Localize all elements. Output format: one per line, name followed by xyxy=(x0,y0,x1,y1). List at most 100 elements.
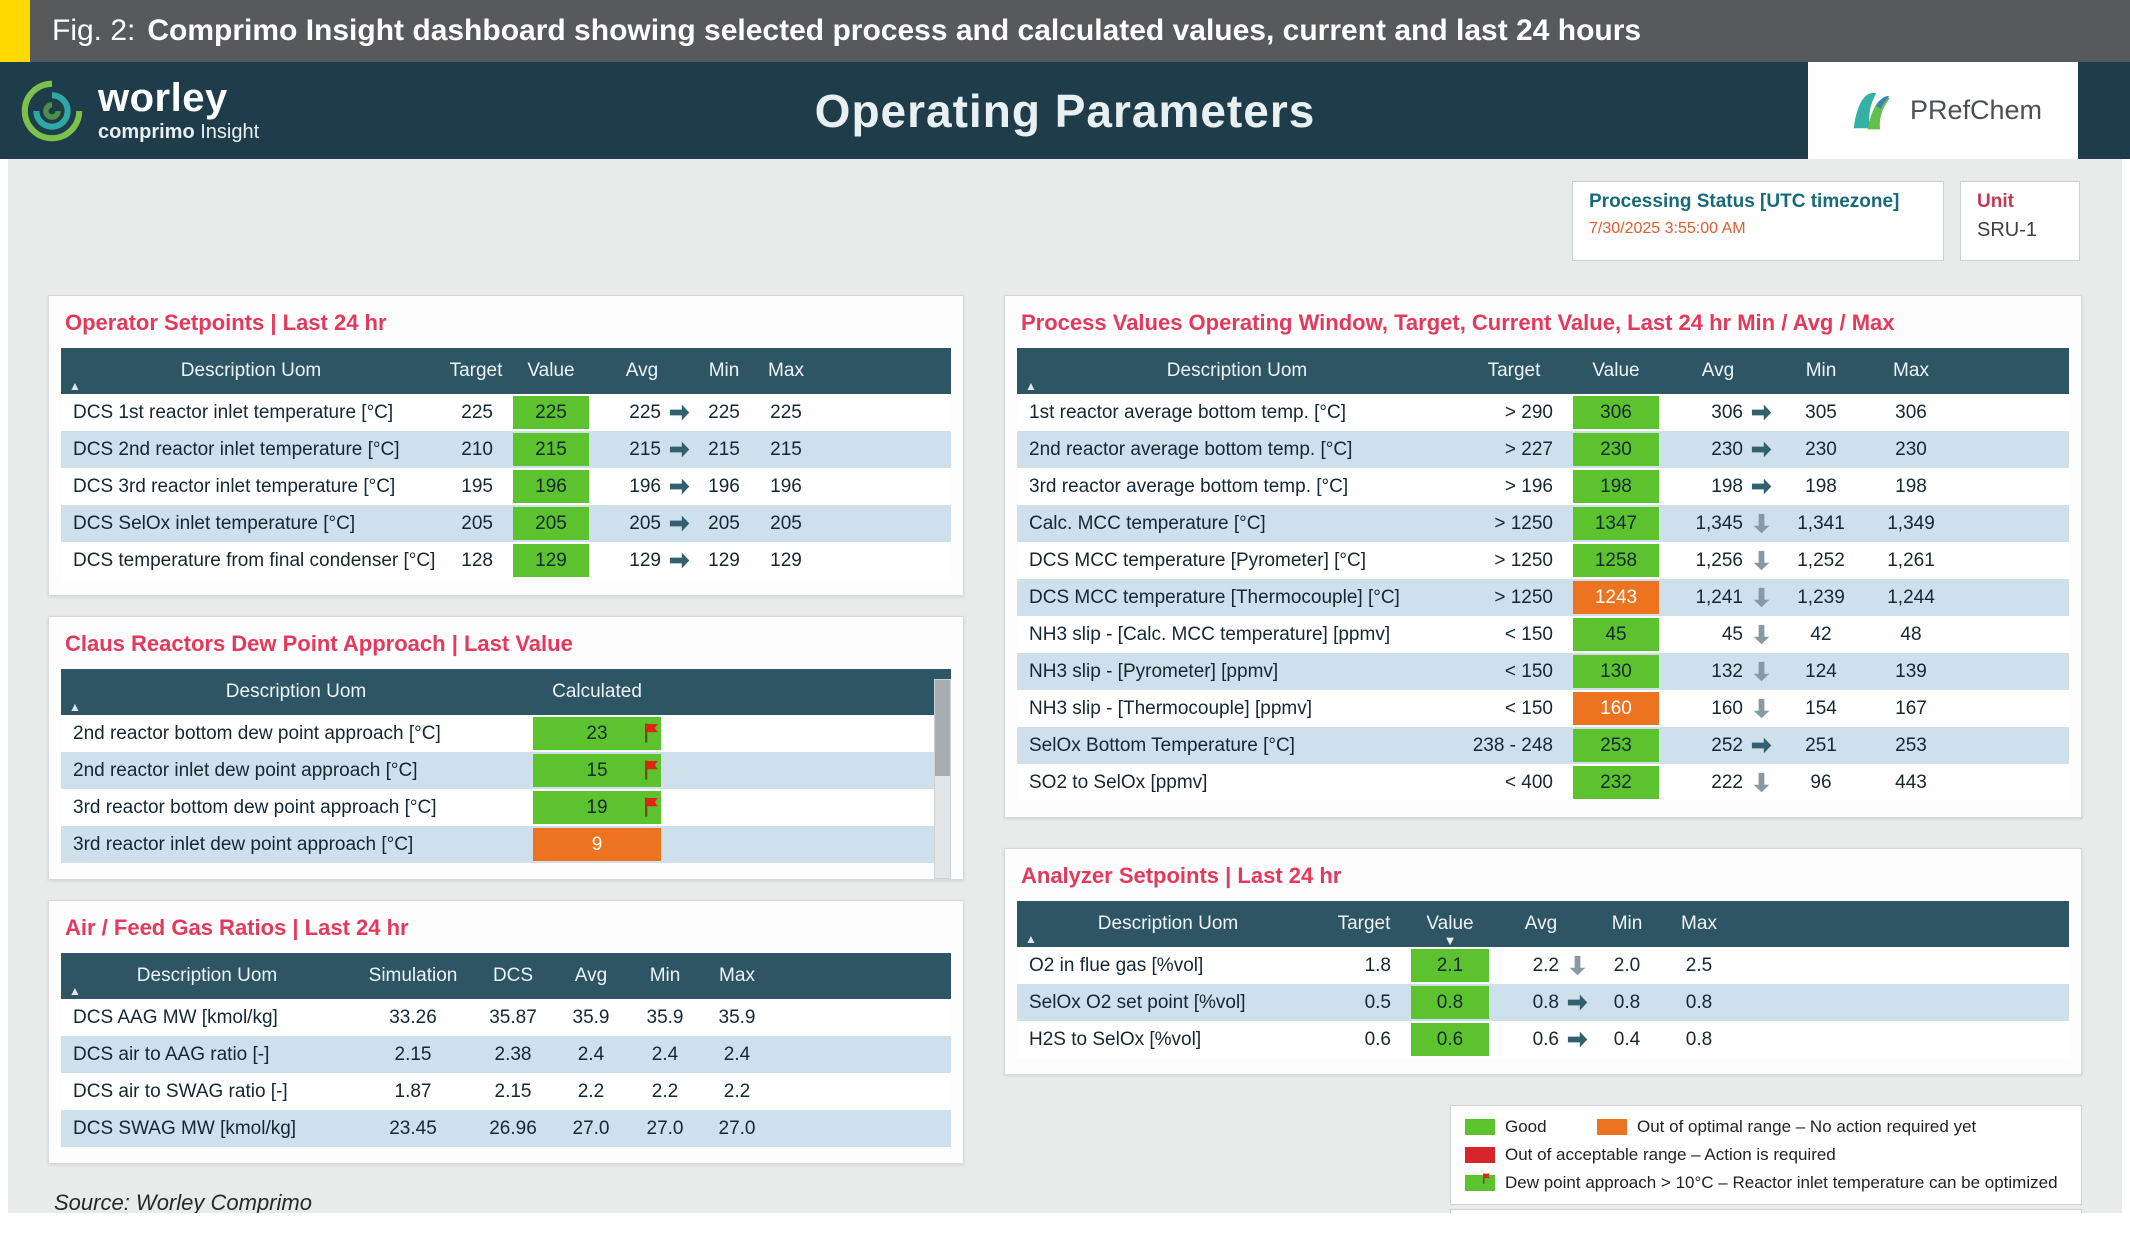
process-values-table: Description Uom ▲ Target Value Avg Min Max 1st… xyxy=(1017,348,2069,801)
table-row[interactable]: DCS SWAG MW [kmol/kg] 23.45 26.96 27.0 27.0 2… xyxy=(61,1110,951,1147)
column-header-label: Description Uom xyxy=(225,681,367,702)
min-value: 0.8 xyxy=(1613,991,1641,1013)
column-header-description-uom[interactable]: Description Uom ▲ xyxy=(61,669,531,715)
min-value: 35.9 xyxy=(646,1006,684,1028)
column-header-target[interactable]: Target xyxy=(441,348,511,394)
column-header-avg[interactable]: Avg xyxy=(553,953,629,999)
column-header-description-uom[interactable]: Description Uom ▲ xyxy=(1017,901,1319,947)
column-header-dcs[interactable]: DCS xyxy=(473,953,553,999)
table-row[interactable]: H2S to SelOx [%vol] 0.6 0.6 0.6 0.4 0.8 xyxy=(1017,1021,2069,1058)
min-value: 96 xyxy=(1810,771,1832,793)
column-header-min[interactable]: Min xyxy=(629,953,701,999)
table-row[interactable]: SO2 to SelOx [ppmv] < 400 232 222 96 443 xyxy=(1017,764,2069,801)
column-header-min[interactable]: Min xyxy=(1591,901,1663,947)
column-header-description-uom[interactable]: Description Uom ▲ xyxy=(61,348,441,394)
dcs-value: 2.38 xyxy=(494,1043,532,1065)
row-description: SO2 to SelOx [ppmv] xyxy=(1029,771,1208,793)
avg-cell: 222 xyxy=(1661,764,1775,801)
column-header-min[interactable]: Min xyxy=(693,348,755,394)
table-row[interactable]: DCS air to AAG ratio [-] 2.15 2.38 2.4 2.4 2.… xyxy=(61,1036,951,1073)
table-row[interactable]: DCS AAG MW [kmol/kg] 33.26 35.87 35.9 35.9 35… xyxy=(61,999,951,1036)
column-header-label: Calculated xyxy=(552,681,642,702)
table-row[interactable]: DCS MCC temperature [Thermocouple] [°C] >… xyxy=(1017,579,2069,616)
column-header-avg[interactable]: Avg xyxy=(1491,901,1591,947)
optimization-flag-icon xyxy=(641,758,665,782)
worley-brand: worley comprimo Insight xyxy=(18,77,259,145)
table-row[interactable]: 2nd reactor bottom dew point approach [°… xyxy=(61,715,951,752)
value-cell: 130 xyxy=(1571,653,1661,690)
table-row[interactable]: DCS MCC temperature [Pyrometer] [°C] > 12… xyxy=(1017,542,2069,579)
table-row[interactable]: O2 in flue gas [%vol] 1.8 2.1 2.2 2.0 2.5 xyxy=(1017,947,2069,984)
table-row[interactable]: DCS 1st reactor inlet temperature [°C] 22… xyxy=(61,394,951,431)
vertical-scrollbar[interactable] xyxy=(934,679,951,879)
column-header-max[interactable]: Max xyxy=(1867,348,1955,394)
column-header-label: Avg xyxy=(1701,360,1735,381)
column-header-calculated[interactable]: Calculated xyxy=(531,669,663,715)
scrollbar-thumb[interactable] xyxy=(935,680,950,776)
table-row[interactable]: Calc. MCC temperature [°C] > 1250 1347 1,34… xyxy=(1017,505,2069,542)
unit-selector-box[interactable]: Unit SRU-1 xyxy=(1960,181,2080,261)
column-header-description-uom[interactable]: Description Uom ▲ xyxy=(1017,348,1457,394)
avg-cell: 252 xyxy=(1661,727,1775,764)
table-row[interactable]: 1st reactor average bottom temp. [°C] > 2… xyxy=(1017,394,2069,431)
processing-status-label: Processing Status [UTC timezone] xyxy=(1589,191,1900,212)
down-trend-icon xyxy=(1750,549,1773,572)
good-status-swatch xyxy=(1465,1119,1495,1135)
row-description: 3rd reactor inlet dew point approach [°C… xyxy=(73,833,414,855)
min-value: 251 xyxy=(1805,734,1837,756)
sort-descending-icon: ▼ xyxy=(1443,933,1457,948)
target-value: 210 xyxy=(461,438,493,460)
max-value: 2.5 xyxy=(1685,954,1713,976)
target-value: > 290 xyxy=(1504,401,1553,423)
table-row[interactable]: DCS 3rd reactor inlet temperature [°C] 19… xyxy=(61,468,951,505)
column-header-label: Min xyxy=(1611,913,1643,934)
avg-cell: 215 xyxy=(591,431,693,468)
column-header-value[interactable]: Value xyxy=(511,348,591,394)
target-value: < 150 xyxy=(1504,660,1553,682)
value-badge-good: 205 xyxy=(513,507,589,540)
table-body: O2 in flue gas [%vol] 1.8 2.1 2.2 2.0 2.5 SelO… xyxy=(1017,947,2069,1058)
column-header-value[interactable]: Value ▼ xyxy=(1409,901,1491,948)
table-row[interactable]: DCS SelOx inlet temperature [°C] 205 205 20… xyxy=(61,505,951,542)
table-row[interactable]: NH3 slip - [Calc. MCC temperature] [ppmv… xyxy=(1017,616,2069,653)
table-row[interactable]: 2nd reactor inlet dew point approach [°C… xyxy=(61,752,951,789)
column-header-min[interactable]: Min xyxy=(1775,348,1867,394)
right-column: Process Values Operating Window, Target,… xyxy=(1004,295,2082,1213)
avg-value: 2.2 xyxy=(1532,954,1559,976)
avg-value: 2.2 xyxy=(577,1080,605,1102)
column-header-target[interactable]: Target xyxy=(1457,348,1571,394)
column-header-simulation[interactable]: Simulation xyxy=(353,953,473,999)
table-row[interactable]: 3rd reactor bottom dew point approach [°… xyxy=(61,789,951,826)
column-header-avg[interactable]: Avg xyxy=(591,348,693,394)
table-row[interactable]: 3rd reactor average bottom temp. [°C] > 1… xyxy=(1017,468,2069,505)
column-header-avg[interactable]: Avg xyxy=(1661,348,1775,394)
avg-value: 160 xyxy=(1711,697,1743,719)
avg-value: 198 xyxy=(1711,475,1743,497)
target-value: > 1250 xyxy=(1494,512,1553,534)
column-header-value[interactable]: Value xyxy=(1571,348,1661,394)
equal-trend-icon xyxy=(1750,475,1773,498)
table-row[interactable]: 3rd reactor inlet dew point approach [°C… xyxy=(61,826,951,863)
avg-cell: 1,241 xyxy=(1661,579,1775,616)
column-header-max[interactable]: Max xyxy=(1663,901,1735,947)
row-description: DCS 2nd reactor inlet temperature [°C] xyxy=(73,438,400,460)
table-row[interactable]: 2nd reactor average bottom temp. [°C] > 2… xyxy=(1017,431,2069,468)
table-row[interactable]: NH3 slip - [Pyrometer] [ppmv] < 150 130 132… xyxy=(1017,653,2069,690)
table-row[interactable]: DCS 2nd reactor inlet temperature [°C] 21… xyxy=(61,431,951,468)
table-row[interactable]: NH3 slip - [Thermocouple] [ppmv] < 150 160… xyxy=(1017,690,2069,727)
column-header-target[interactable]: Target xyxy=(1319,901,1409,947)
dcs-value: 35.87 xyxy=(489,1006,537,1028)
min-value: 198 xyxy=(1805,475,1837,497)
column-header-max[interactable]: Max xyxy=(701,953,773,999)
column-header-description-uom[interactable]: Description Uom ▲ xyxy=(61,953,353,999)
calculated-badge-warn: 9 xyxy=(533,828,661,861)
sort-ascending-icon: ▲ xyxy=(69,984,81,998)
column-header-max[interactable]: Max xyxy=(755,348,817,394)
table-row[interactable]: SelOx Bottom Temperature [°C] 238 - 248 25… xyxy=(1017,727,2069,764)
table-row[interactable]: DCS temperature from final condenser [°C… xyxy=(61,542,951,579)
row-description: DCS air to SWAG ratio [-] xyxy=(73,1080,288,1102)
table-row[interactable]: SelOx O2 set point [%vol] 0.5 0.8 0.8 0.8 0.8 xyxy=(1017,984,2069,1021)
table-row[interactable]: DCS air to SWAG ratio [-] 1.87 2.15 2.2 2.2 2… xyxy=(61,1073,951,1110)
max-value: 215 xyxy=(770,438,802,460)
min-value: 230 xyxy=(1805,438,1837,460)
